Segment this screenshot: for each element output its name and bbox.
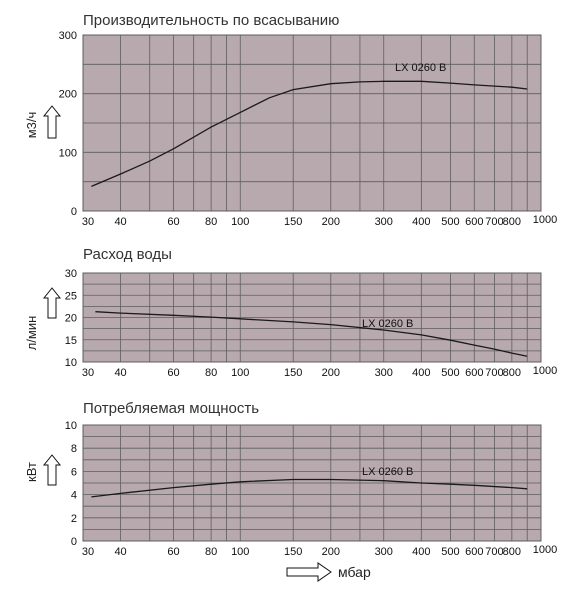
chart-water-flow: Расход воды 30 40 60 80 100 150 200 300 400 500 60… xyxy=(24,246,557,379)
x-tick-label: 400 xyxy=(412,216,430,228)
x-tick-label: 200 xyxy=(322,546,340,558)
y-tick-label: 200 xyxy=(59,89,77,101)
y-tick-label: 4 xyxy=(71,490,77,502)
chart-power-consumption: Потребляемая мощность 30 40 60 80 100 150 200 3… xyxy=(24,400,557,558)
x-axis-unit-label: мбар xyxy=(338,564,371,580)
y-tick-label: 10 xyxy=(65,357,77,369)
x-tick-label: 700 xyxy=(485,367,503,379)
y-axis-label: м3/ч xyxy=(24,112,39,139)
x-tick-labels: 30 40 60 80 100 150 200 300 400 500 600 700 800 1000 xyxy=(82,544,557,558)
up-arrow-icon xyxy=(42,105,62,139)
series-line xyxy=(95,311,528,357)
x-tick-label: 100 xyxy=(231,216,249,228)
grid xyxy=(82,272,542,363)
x-tick-label: 60 xyxy=(167,546,179,558)
x-tick-labels: 30 40 60 80 100 150 200 300 400 500 600 700 800 1000 xyxy=(82,365,557,379)
x-tick-label: 700 xyxy=(485,216,503,228)
y-tick-label: 20 xyxy=(65,313,77,325)
x-tick-label: 500 xyxy=(441,367,459,379)
y-tick-label: 300 xyxy=(59,30,77,42)
x-tick-label: 80 xyxy=(205,216,217,228)
x-tick-label: 800 xyxy=(503,546,521,558)
x-tick-label: 100 xyxy=(231,367,249,379)
y-tick-label: 0 xyxy=(71,206,77,218)
x-tick-label: 150 xyxy=(284,216,302,228)
y-tick-label: 10 xyxy=(65,420,77,432)
x-tick-label: 600 xyxy=(465,367,483,379)
x-tick-label: 100 xyxy=(231,546,249,558)
series-label: LX 0260 B xyxy=(362,318,413,330)
x-tick-label: 300 xyxy=(375,367,393,379)
y-tick-label: 0 xyxy=(71,536,77,548)
y-axis-arrow-icon xyxy=(42,454,62,486)
x-tick-label: 400 xyxy=(412,546,430,558)
grid xyxy=(82,34,542,212)
y-tick-label: 15 xyxy=(65,335,77,347)
x-tick-label: 1000 xyxy=(533,365,557,377)
x-tick-label: 600 xyxy=(465,546,483,558)
up-arrow-icon xyxy=(42,287,62,319)
chart-title: Производительность по всасыванию xyxy=(83,12,339,29)
y-tick-label: 25 xyxy=(65,290,77,302)
x-axis-unit: мбар xyxy=(286,562,371,582)
x-tick-label: 600 xyxy=(465,216,483,228)
x-tick-label: 500 xyxy=(441,216,459,228)
x-tick-label: 200 xyxy=(322,367,340,379)
x-tick-label: 40 xyxy=(114,367,126,379)
y-axis-label: л/мин xyxy=(24,316,39,351)
chart-suction-capacity: Производительность по всасыванию 30 40 60 8… xyxy=(24,12,557,228)
y-tick-label: 100 xyxy=(59,147,77,159)
y-tick-label: 2 xyxy=(71,513,77,525)
x-tick-label: 700 xyxy=(485,546,503,558)
x-tick-label: 30 xyxy=(82,546,94,558)
y-tick-label: 6 xyxy=(71,466,77,478)
x-tick-labels: 30 40 60 80 100 150 200 300 400 500 600 700 800 1000 xyxy=(82,214,557,228)
x-tick-label: 30 xyxy=(82,216,94,228)
chart-title: Расход воды xyxy=(83,246,172,263)
y-axis-arrow-icon xyxy=(42,287,62,319)
series-label: LX 0260 B xyxy=(362,466,413,478)
series-line xyxy=(91,80,528,187)
y-axis-arrow-icon xyxy=(42,105,62,139)
x-tick-label: 40 xyxy=(114,216,126,228)
series-line xyxy=(91,478,528,498)
series-label: LX 0260 B xyxy=(395,62,446,74)
x-tick-label: 40 xyxy=(114,546,126,558)
x-tick-label: 30 xyxy=(82,367,94,379)
x-tick-label: 1000 xyxy=(533,544,557,556)
x-tick-label: 150 xyxy=(284,367,302,379)
grid xyxy=(82,424,542,542)
y-tick-labels: 0 100 200 300 xyxy=(59,30,77,218)
x-tick-label: 400 xyxy=(412,367,430,379)
y-tick-labels: 0 2 4 6 8 10 xyxy=(65,420,77,548)
x-tick-label: 300 xyxy=(375,546,393,558)
y-tick-labels: 10 15 20 25 30 xyxy=(65,268,77,369)
up-arrow-icon xyxy=(42,454,62,486)
x-tick-label: 80 xyxy=(205,367,217,379)
x-tick-label: 500 xyxy=(441,546,459,558)
x-tick-label: 300 xyxy=(375,216,393,228)
x-tick-label: 1000 xyxy=(533,214,557,226)
y-tick-label: 8 xyxy=(71,443,77,455)
x-tick-label: 60 xyxy=(167,367,179,379)
x-tick-label: 800 xyxy=(503,367,521,379)
y-tick-label: 30 xyxy=(65,268,77,280)
x-tick-label: 80 xyxy=(205,546,217,558)
y-axis-label: кВт xyxy=(24,462,39,482)
chart-title: Потребляемая мощность xyxy=(83,400,259,417)
x-tick-label: 150 xyxy=(284,546,302,558)
x-tick-label: 200 xyxy=(322,216,340,228)
right-arrow-icon xyxy=(286,562,332,582)
x-tick-label: 800 xyxy=(503,216,521,228)
x-tick-label: 60 xyxy=(167,216,179,228)
